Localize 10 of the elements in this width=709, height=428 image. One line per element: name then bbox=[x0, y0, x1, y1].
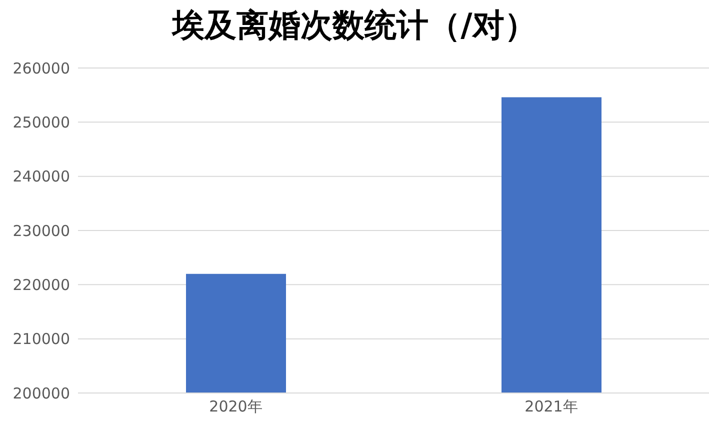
y-tick-label: 250000 bbox=[12, 113, 70, 132]
y-tick-label: 210000 bbox=[12, 330, 70, 348]
y-tick-label: 200000 bbox=[12, 384, 70, 402]
y-tick-label: 220000 bbox=[12, 276, 70, 294]
x-tick-label: 2020年 bbox=[209, 398, 262, 416]
y-tick-label: 260000 bbox=[12, 59, 70, 78]
chart-title: 埃及离婚次数统计（/对） bbox=[170, 5, 538, 46]
y-tick-label: 240000 bbox=[12, 168, 70, 186]
y-tick-label: 230000 bbox=[12, 222, 70, 240]
x-tick-label: 2021年 bbox=[524, 398, 578, 416]
